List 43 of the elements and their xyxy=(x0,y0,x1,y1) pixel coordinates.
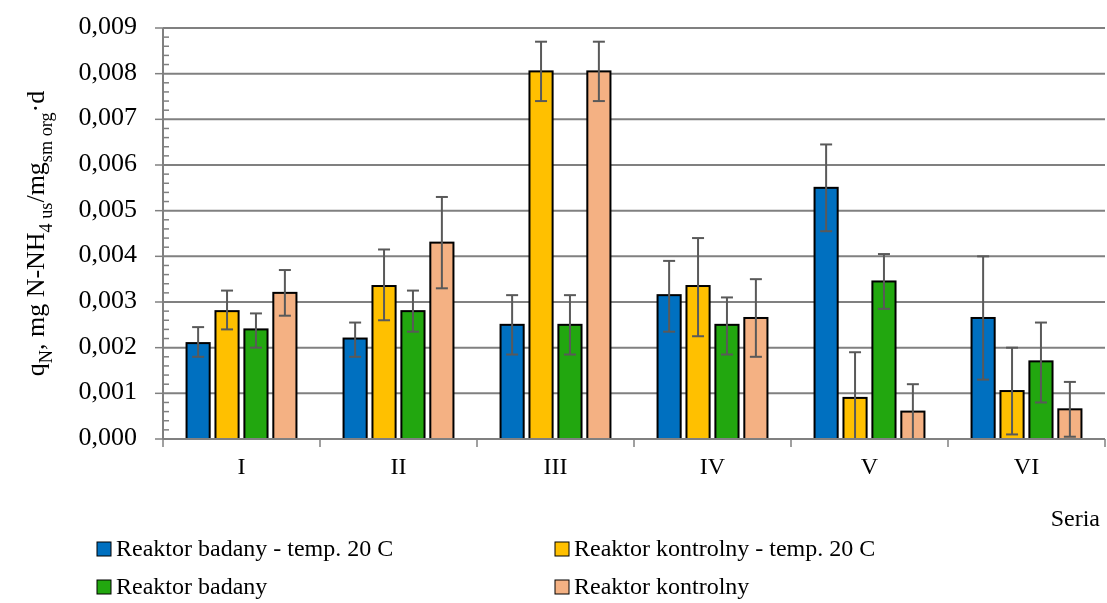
bar xyxy=(813,186,839,440)
y-tick-label: 0,003 xyxy=(78,284,137,314)
bar xyxy=(743,316,769,440)
x-tick-label: VI xyxy=(1013,452,1040,479)
bar xyxy=(557,323,583,440)
bar xyxy=(586,70,612,440)
y-tick-label: 0,001 xyxy=(78,376,137,406)
x-tick-label: III xyxy=(543,452,568,479)
bar xyxy=(185,342,211,440)
bar xyxy=(714,323,740,440)
bar xyxy=(371,285,397,440)
bar xyxy=(243,328,269,440)
x-axis-title: Seria xyxy=(1050,504,1101,531)
y-tick-label: 0,005 xyxy=(78,193,137,223)
y-tick-label: 0,007 xyxy=(78,102,137,132)
x-tick-label: I xyxy=(237,452,246,479)
bar xyxy=(656,294,682,440)
y-tick-label: 0,000 xyxy=(78,421,137,451)
y-tick-label: 0,008 xyxy=(78,56,137,86)
x-tick-label: IV xyxy=(699,452,726,479)
bar xyxy=(999,390,1025,440)
bar xyxy=(429,241,455,440)
bar xyxy=(970,316,996,440)
y-tick-label: 0,006 xyxy=(78,147,137,177)
bar xyxy=(842,396,868,440)
bar xyxy=(400,310,426,440)
x-tick-label: II xyxy=(390,452,407,479)
legend-label: Reaktor kontrolny - temp. 20 C xyxy=(574,534,876,561)
legend-label: Reaktor badany - temp. 20 C xyxy=(116,534,394,561)
x-tick-label: V xyxy=(860,452,879,479)
legend-label: Reaktor kontrolny xyxy=(574,572,750,599)
y-tick-label: 0,002 xyxy=(78,330,137,360)
bar xyxy=(272,291,298,440)
y-tick-label: 0,004 xyxy=(78,239,137,269)
bar xyxy=(871,280,897,440)
bar xyxy=(685,285,711,440)
y-tick-label: 0,009 xyxy=(78,10,137,40)
bar xyxy=(342,337,368,440)
bar xyxy=(499,323,525,440)
bar xyxy=(1028,360,1054,440)
bar xyxy=(528,70,554,440)
bar xyxy=(214,310,240,440)
legend-label: Reaktor badany xyxy=(116,572,268,599)
